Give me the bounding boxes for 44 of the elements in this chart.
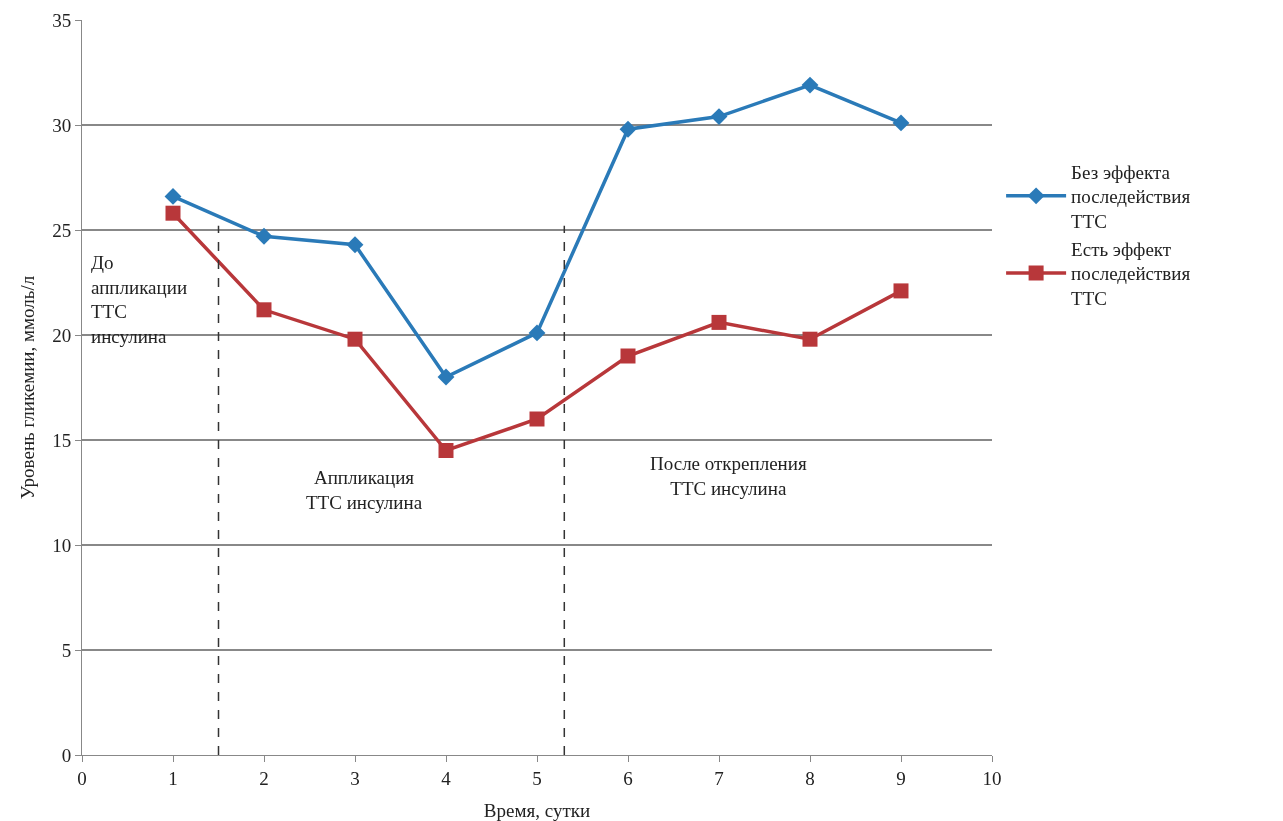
- point: [347, 331, 363, 347]
- point: [528, 324, 546, 342]
- point: [164, 187, 182, 205]
- x-tick-label: 10: [982, 767, 1002, 789]
- x-tick-label: 0: [77, 767, 87, 789]
- point: [619, 120, 637, 138]
- y-tick-label: 35: [52, 9, 72, 31]
- y-tick-label: 10: [52, 534, 72, 556]
- point: [802, 331, 818, 347]
- x-tick-label: 2: [259, 767, 269, 789]
- point: [893, 283, 909, 299]
- point: [256, 302, 272, 318]
- y-tick-label: 25: [52, 219, 72, 241]
- y-tick-label: 15: [52, 429, 72, 451]
- point: [437, 368, 455, 386]
- point: [710, 108, 728, 126]
- x-tick-label: 6: [623, 767, 633, 789]
- point: [620, 348, 636, 364]
- annotation: Аппликация ТТС инсулина: [306, 467, 423, 513]
- legend-label: Без эффекта последействия ТТС: [1071, 161, 1191, 232]
- point: [801, 76, 819, 94]
- x-tick-label: 9: [896, 767, 906, 789]
- point: [892, 114, 910, 132]
- y-tick-label: 20: [52, 324, 72, 346]
- y-axis-title: Уровень гликемии, ммоль/л: [17, 275, 38, 500]
- y-tick-label: 5: [61, 639, 72, 661]
- x-tick-label: 5: [532, 767, 542, 789]
- x-axis-title: Время, сутки: [483, 800, 591, 821]
- point: [711, 314, 727, 330]
- annotation: До аппликации ТТС инсулина: [91, 252, 188, 348]
- x-tick-label: 4: [441, 767, 452, 789]
- point: [529, 411, 545, 427]
- x-tick-label: 7: [714, 767, 724, 789]
- y-tick-label: 30: [52, 114, 72, 136]
- point: [255, 227, 273, 245]
- x-tick-label: 3: [350, 767, 360, 789]
- y-tick-label: 0: [61, 744, 72, 766]
- point: [165, 205, 181, 221]
- point: [346, 236, 364, 254]
- point: [438, 443, 454, 458]
- x-tick-label: 1: [168, 767, 178, 789]
- x-tick-label: 8: [805, 767, 815, 789]
- legend-label: Есть эффект последействия ТТС: [1071, 238, 1191, 310]
- annotation: После открепления ТТС инсулина: [650, 453, 807, 499]
